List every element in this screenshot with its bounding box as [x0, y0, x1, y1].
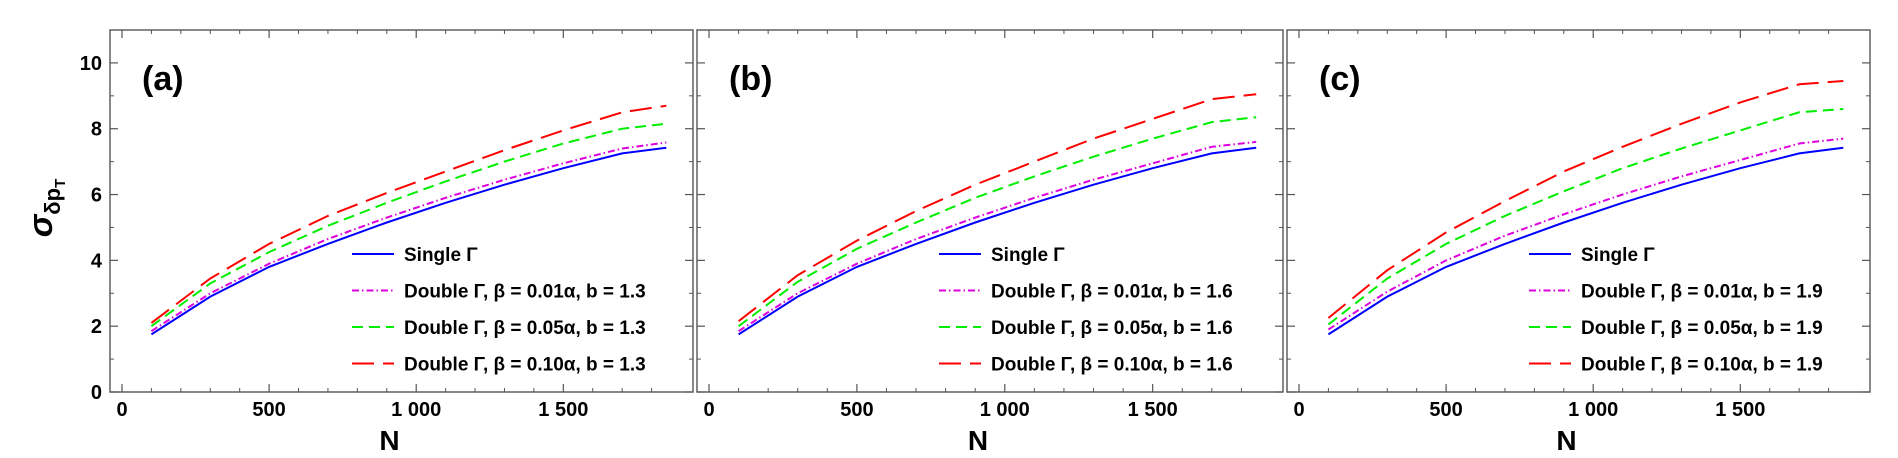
- series-line-3: [150, 104, 667, 324]
- panel-label: (a): [142, 60, 184, 98]
- series-line-3: [737, 93, 1257, 322]
- x-axis-title: N: [1556, 425, 1576, 456]
- x-tick-label: 0: [703, 399, 714, 421]
- series-line-1: [1327, 137, 1844, 331]
- legend-label-2: Double Γ, β = 0.05α, b = 1.6: [991, 318, 1233, 339]
- y-tick-label: 0: [91, 382, 102, 404]
- legend-label-3: Double Γ, β = 0.10α, b = 1.3: [404, 355, 646, 376]
- y-tick-label: 10: [80, 53, 102, 75]
- y-tick-label: 4: [91, 250, 103, 272]
- y-axis-title-sub: δp: [40, 188, 65, 215]
- x-axis-title: N: [968, 425, 988, 456]
- y-axis-title-subsub: T: [52, 179, 69, 188]
- legend-label-1: Double Γ, β = 0.01α, b = 1.6: [991, 282, 1233, 303]
- legend-label-1: Double Γ, β = 0.01α, b = 1.9: [1581, 282, 1823, 303]
- panel-frame: [1286, 29, 1871, 393]
- x-tick-label: 1 500: [538, 399, 588, 421]
- x-tick-label: 1 000: [391, 399, 441, 421]
- y-axis-title: σδpT: [22, 179, 69, 238]
- panel-label: (b): [729, 60, 772, 98]
- x-tick-label: 0: [116, 399, 127, 421]
- legend-label-2: Double Γ, β = 0.05α, b = 1.9: [1581, 318, 1823, 339]
- series-line-1: [150, 141, 667, 332]
- x-tick-label: 500: [840, 399, 873, 421]
- series-line-2: [1327, 108, 1844, 326]
- x-tick-label: 1 500: [1128, 399, 1178, 421]
- series-line-1: [738, 140, 1257, 332]
- x-axis-title: N: [379, 425, 399, 456]
- legend-label-3: Double Γ, β = 0.10α, b = 1.6: [991, 355, 1233, 376]
- panels-group: 0 2 4 6 8 10 0 500 1 000 1 500 N (a) Single Γ Double …: [80, 29, 1871, 456]
- series-line-0: [1327, 146, 1844, 336]
- y-tick-label: 6: [91, 185, 102, 207]
- series-line-0: [738, 146, 1257, 336]
- series-line-2: [737, 116, 1257, 327]
- chart-panel-1: 0 500 1 000 1 500 N (b) Single Γ Double Γ, β = …: [696, 29, 1284, 456]
- legend-label-1: Double Γ, β = 0.01α, b = 1.3: [404, 282, 646, 303]
- y-tick-label: 2: [91, 316, 102, 338]
- x-tick-label: 1 500: [1715, 399, 1765, 421]
- panel-label: (c): [1319, 60, 1361, 98]
- x-tick-label: 1 000: [1568, 399, 1618, 421]
- y-tick-label: 8: [91, 119, 102, 141]
- y-axis-title-main: σ: [22, 213, 60, 237]
- legend-label-0: Single Γ: [1581, 245, 1655, 266]
- x-tick-label: 0: [1293, 399, 1304, 421]
- series-line-2: [150, 122, 667, 328]
- legend-label-2: Double Γ, β = 0.05α, b = 1.3: [404, 318, 646, 339]
- series-line-0: [150, 146, 667, 336]
- chart-panel-0: 0 2 4 6 8 10 0 500 1 000 1 500 N (a) Single Γ Double …: [80, 29, 694, 456]
- x-tick-label: 500: [252, 399, 285, 421]
- chart-panel-2: 0 500 1 000 1 500 N (c) Single Γ Double Γ, β = …: [1286, 29, 1871, 456]
- series-line-3: [1327, 80, 1844, 319]
- x-tick-label: 500: [1429, 399, 1462, 421]
- legend-label-0: Single Γ: [991, 245, 1065, 266]
- panel-frame: [109, 29, 694, 393]
- panel-frame: [696, 29, 1284, 393]
- x-tick-label: 1 000: [980, 399, 1030, 421]
- legend-label-3: Double Γ, β = 0.10α, b = 1.9: [1581, 355, 1823, 376]
- legend-label-0: Single Γ: [404, 245, 478, 266]
